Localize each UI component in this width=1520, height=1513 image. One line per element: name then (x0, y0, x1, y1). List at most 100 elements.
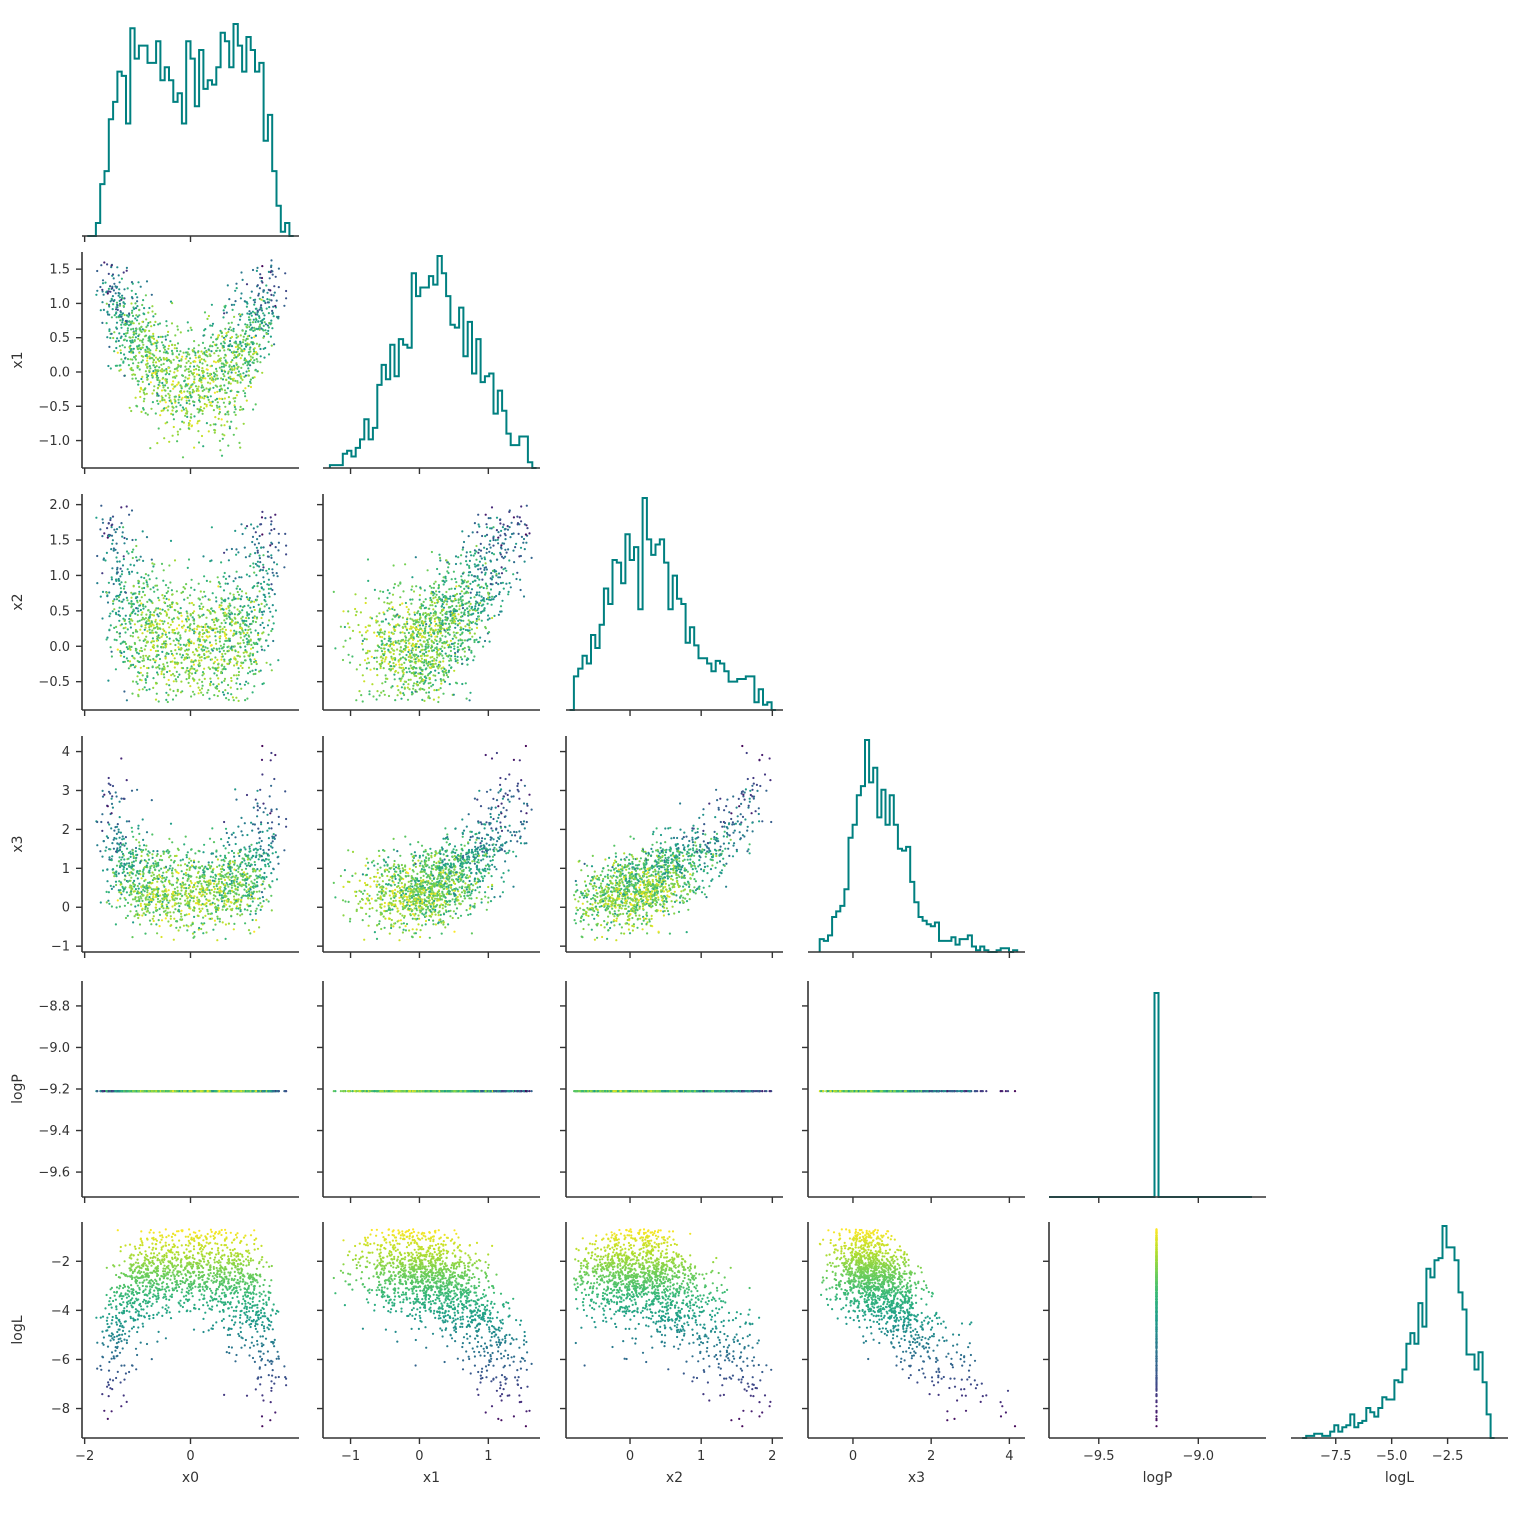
scatter-point (167, 331, 169, 333)
scatter-point (439, 664, 441, 666)
scatter-point (180, 331, 182, 333)
scatter-point (199, 361, 201, 363)
scatter-point (157, 403, 159, 405)
scatter-point (161, 594, 163, 596)
scatter-point (115, 626, 117, 628)
scatter-point (503, 524, 505, 526)
scatter-point (210, 645, 212, 647)
scatter-point (458, 602, 460, 604)
scatter-point (99, 528, 101, 530)
scatter-point (412, 633, 414, 635)
scatter-point (139, 600, 141, 602)
scatter-point (379, 636, 381, 638)
scatter-point (198, 374, 200, 376)
scatter-point (110, 300, 112, 302)
scatter-point (449, 598, 451, 600)
scatter-point (209, 373, 211, 375)
scatter-point (198, 646, 200, 648)
scatter-point (230, 630, 232, 632)
scatter-point (424, 655, 426, 657)
scatter-point (224, 599, 226, 601)
scatter-point (383, 644, 385, 646)
scatter-point (173, 632, 175, 634)
scatter-point (217, 360, 219, 362)
scatter-point (137, 683, 139, 685)
scatter-point (155, 650, 157, 652)
scatter-point (236, 368, 238, 370)
scatter-point (421, 645, 423, 647)
scatter-point (394, 609, 396, 611)
scatter-point (259, 324, 261, 326)
scatter-point (240, 406, 242, 408)
scatter-point (149, 357, 151, 359)
scatter-point (200, 590, 202, 592)
scatter-point (107, 365, 109, 367)
scatter-point (108, 535, 110, 537)
scatter-point (389, 592, 391, 594)
scatter-point (193, 381, 195, 383)
scatter-point (149, 912, 151, 914)
scatter-point (476, 627, 478, 629)
scatter-point (188, 374, 190, 376)
scatter-point (439, 630, 441, 632)
scatter-point (220, 645, 222, 647)
scatter-point (130, 564, 132, 566)
scatter-point (423, 700, 425, 702)
scatter-point (223, 694, 225, 696)
scatter-point (221, 332, 223, 334)
scatter-point (237, 591, 239, 593)
scatter-point (223, 309, 225, 311)
scatter-point (479, 561, 481, 563)
scatter-point (259, 523, 261, 525)
scatter-point (473, 575, 475, 577)
scatter-point (369, 669, 371, 671)
scatter-point (256, 595, 258, 597)
scatter-point (260, 821, 262, 823)
scatter-point (235, 682, 237, 684)
scatter-point (412, 649, 414, 651)
scatter-point (132, 283, 134, 285)
scatter-point (223, 424, 225, 426)
scatter-point (192, 616, 194, 618)
scatter-point (378, 624, 380, 626)
scatter-point (224, 406, 226, 408)
scatter-point (175, 411, 177, 413)
scatter-point (153, 324, 155, 326)
scatter-point (253, 352, 255, 354)
scatter-point (471, 636, 473, 638)
scatter-point (156, 442, 158, 444)
scatter-point (255, 335, 257, 337)
scatter-point (520, 505, 522, 507)
scatter-point (167, 405, 169, 407)
scatter-point (231, 378, 233, 380)
scatter-point (253, 642, 255, 644)
scatter-point (242, 341, 244, 343)
scatter-point (141, 596, 143, 598)
scatter-point (459, 622, 461, 624)
scatter-point (167, 334, 169, 336)
scatter-point (185, 618, 187, 620)
scatter-point (150, 649, 152, 651)
scatter-point (229, 623, 231, 625)
scatter-point (151, 629, 153, 631)
scatter-point (406, 671, 408, 673)
scatter-point (201, 358, 203, 360)
scatter-point (178, 612, 180, 614)
scatter-point (231, 548, 233, 550)
scatter-point (142, 839, 144, 841)
scatter-point (184, 650, 186, 652)
y-tick-label: −1.0 (38, 434, 70, 449)
scatter-point (224, 635, 226, 637)
scatter-point (440, 632, 442, 634)
scatter-point (207, 689, 209, 691)
scatter-point (252, 654, 254, 656)
scatter-point (119, 583, 121, 585)
scatter-point (143, 400, 145, 402)
scatter-point (119, 632, 121, 634)
scatter-point (130, 635, 132, 637)
scatter-point (173, 939, 175, 941)
scatter-point (206, 364, 208, 366)
scatter-point (483, 609, 485, 611)
scatter-point (165, 339, 167, 341)
scatter-point (507, 529, 509, 531)
